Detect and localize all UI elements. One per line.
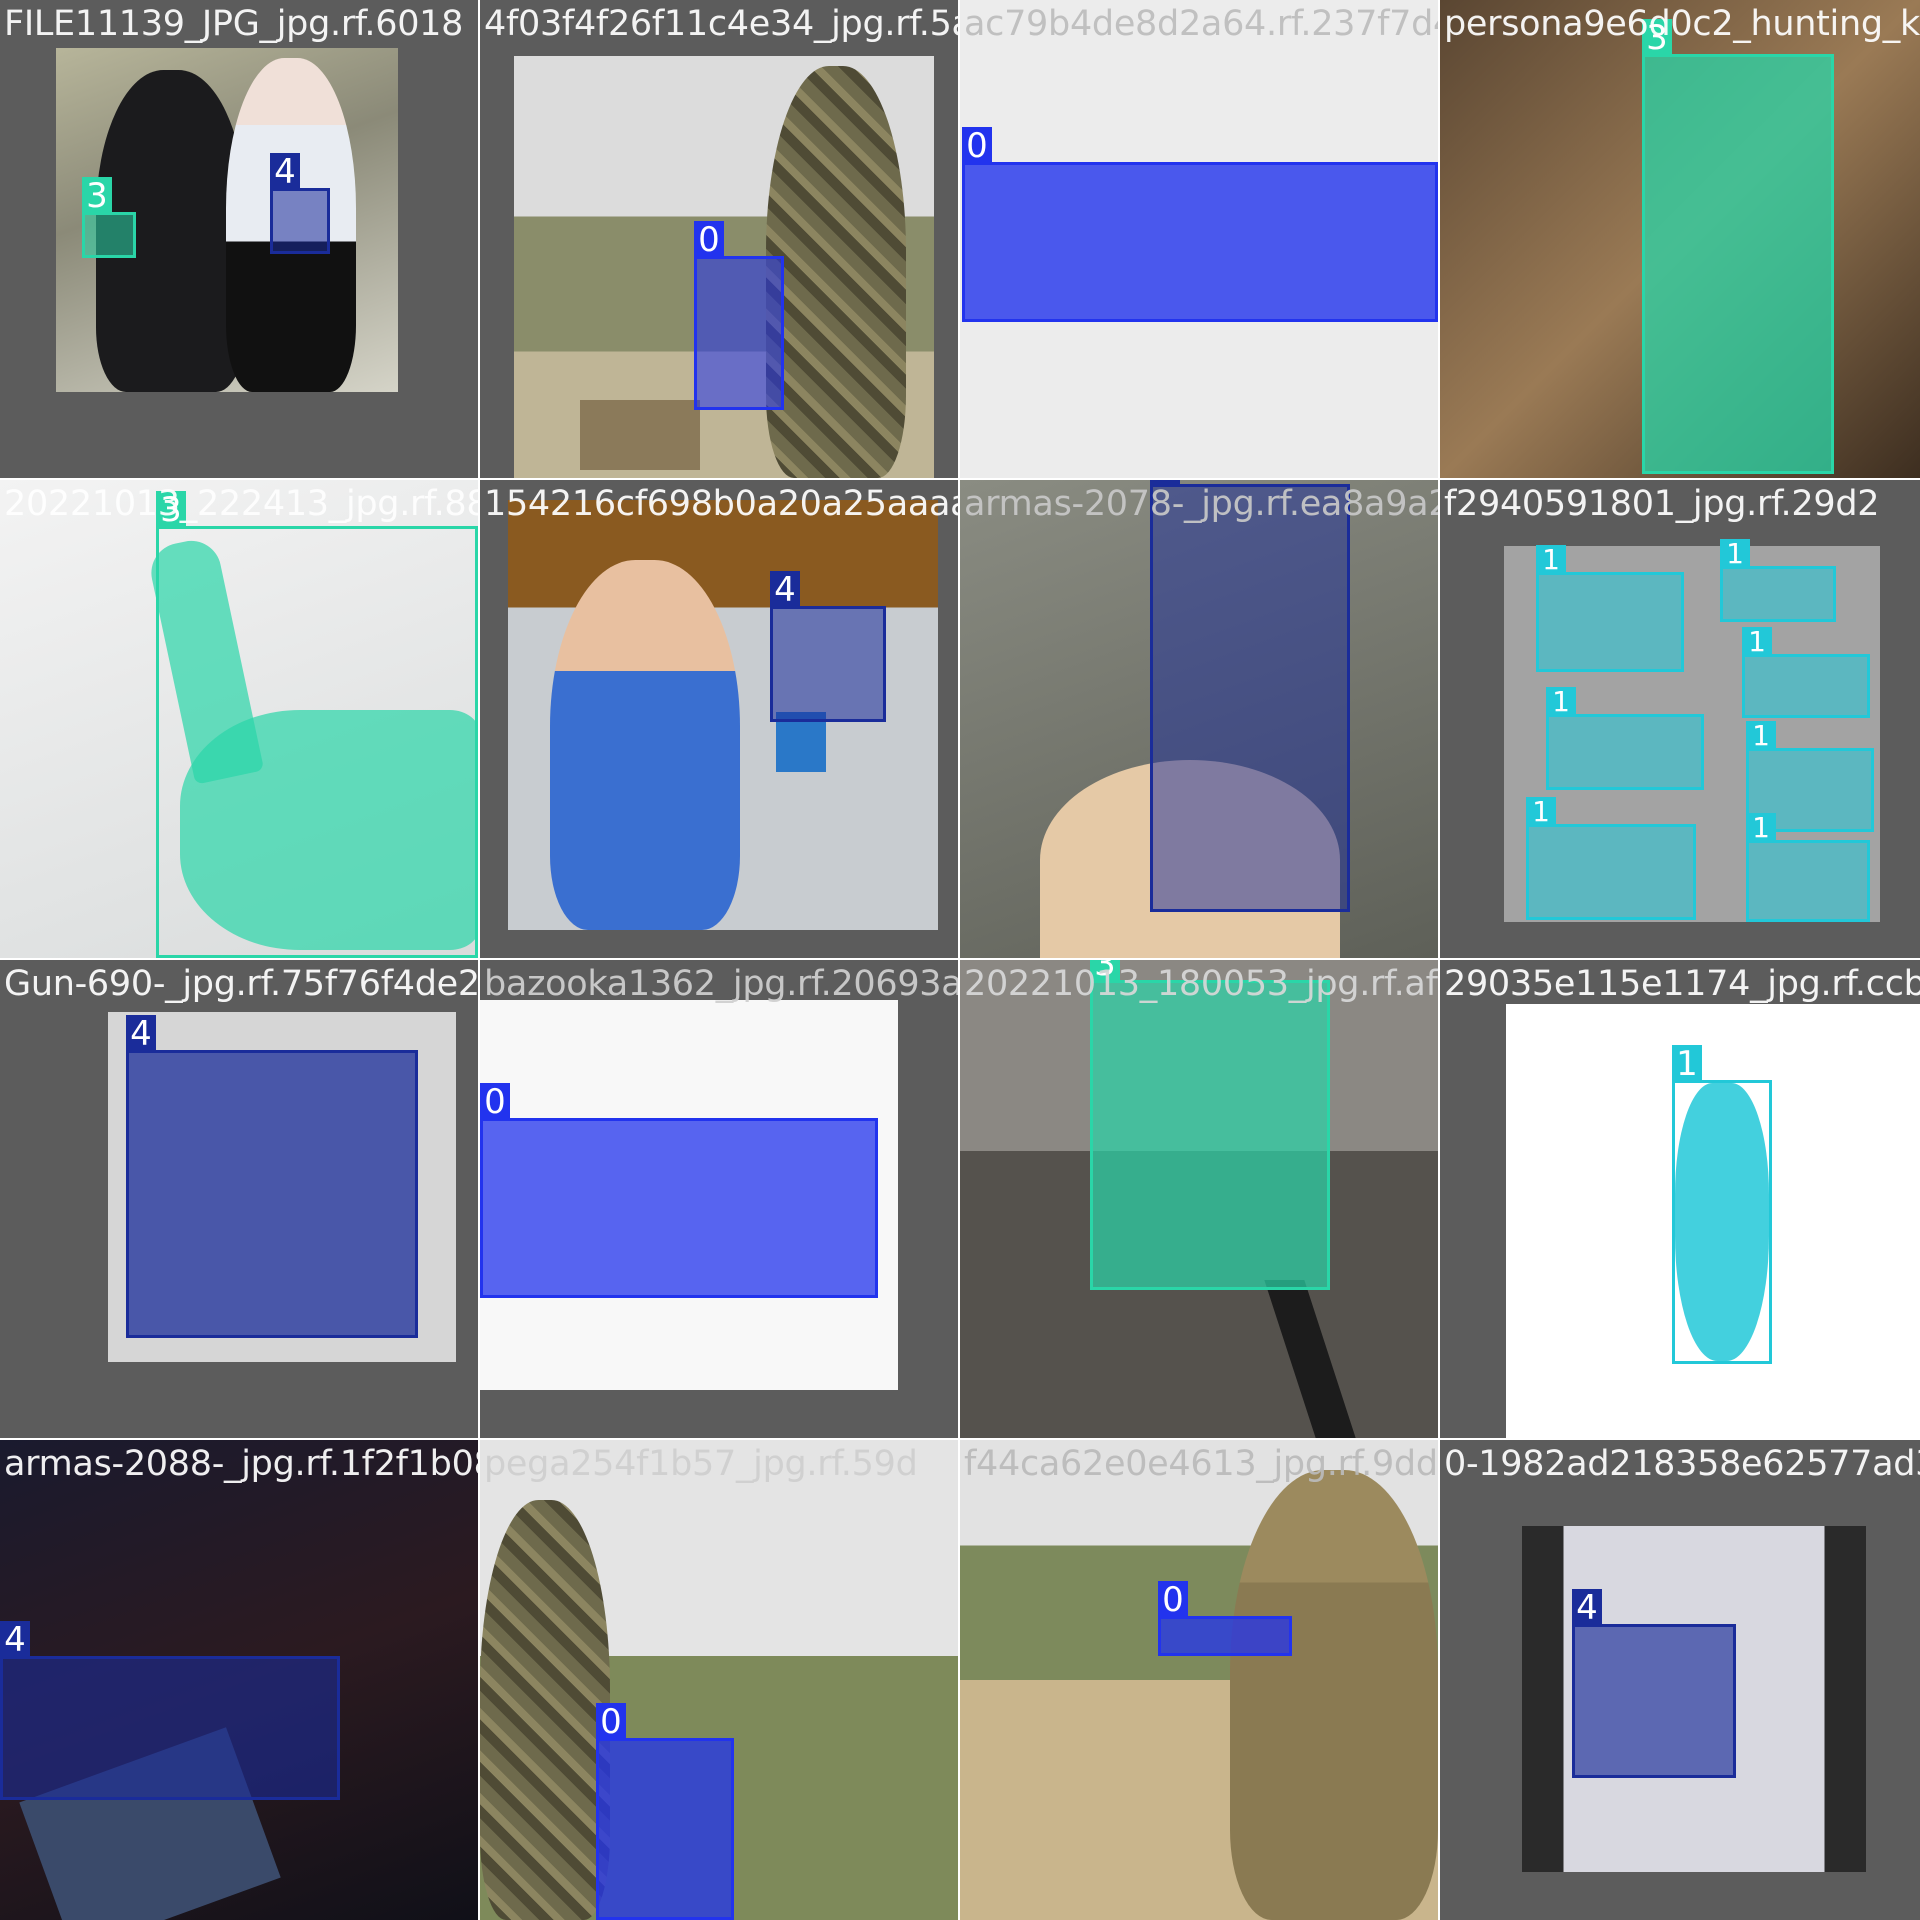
box-label: 0 [480,1083,510,1121]
tile-title: f2940591801_jpg.rf.29d2 [1444,484,1880,524]
tile-13: 4 armas-2088-_jpg.rf.1f2f1b08 [0,1440,478,1920]
box-label: 1 [1742,627,1772,657]
soldier [766,66,906,478]
tile-9: 4 Gun-690-_jpg.rf.75f76f4de24 [0,960,478,1438]
box-label: 3 [82,177,112,215]
bbox-concealed-gun: 4 [1572,1589,1736,1778]
sandbag-bunker [580,400,700,470]
bbox-handgun-closeup: 4 [1150,480,1350,912]
bbox-launcher: 0 [694,221,784,410]
box-label: 1 [1720,539,1750,569]
tile-title: 4f03f4f26f11c4e34_jpg.rf.5a04 [484,4,958,44]
bbox-grenade-4: 1 [1546,687,1704,790]
bbox-knife: 3 [82,177,136,258]
bbox-knife-range: 3 [1090,960,1330,1290]
bbox-handgun-dark: 4 [0,1621,340,1800]
tile-10: 0 bazooka1362_jpg.rf.20693a7 [480,960,958,1438]
tile-3: 0 ac79b4de8d2a64.rf.237f7d4f [960,0,1438,478]
bbox-launcher-2: 0 [596,1703,734,1920]
floor-line [1264,1280,1356,1438]
box-label: 0 [596,1703,626,1741]
tile-16: 4 0-1982ad218358e62577ad37 [1440,1440,1920,1920]
tile-title: armas-2088-_jpg.rf.1f2f1b08 [4,1444,478,1484]
box-label: 4 [270,153,300,191]
box-label: 4 [0,1621,30,1659]
tile-title: 0-1982ad218358e62577ad37 [1444,1444,1920,1484]
tile-6: 4 154216cf698b0a20a25aaaaf [480,480,958,958]
bbox-grenade-2: 1 [1720,539,1836,622]
box-label: 1 [1526,797,1556,827]
bbox-pistol: 4 [770,571,886,722]
tile-title: bazooka1362_jpg.rf.20693a7 [484,964,958,1004]
box-label: 0 [962,127,992,165]
tile-title: 29035e115e1174_jpg.rf.ccbd [1444,964,1920,1004]
tile-14: 0 pega254f1b57_jpg.rf.59d [480,1440,958,1920]
bbox-grenade-3: 1 [1742,627,1870,718]
bbox-launcher-3: 0 [1158,1581,1292,1656]
tile-title: pega254f1b57_jpg.rf.59d [484,1444,918,1484]
bbox-hunting-knife: 3 [1642,19,1834,474]
tile-title: FILE11139_JPG_jpg.rf.6018 [4,4,464,44]
box-label: 4 [1150,480,1180,487]
tile-title: 20221013_222413_jpg.rf.88 [4,484,478,524]
tile-title: ac79b4de8d2a64.rf.237f7d4f [964,4,1438,44]
tile-8: 1 1 1 1 1 1 1 f2940591801_jpg.rf.29d2 [1440,480,1920,958]
box-label: 4 [126,1015,156,1053]
bbox-handgun: 4 [270,153,330,254]
box-label: 3 [1090,960,1120,983]
box-label: 1 [1746,813,1776,843]
blue-barrel [776,712,826,772]
tile-7: 4 armas-2078-_jpg.rf.ea8a9a2e [960,480,1438,958]
soldier-left [480,1500,610,1920]
tile-2: 0 4f03f4f26f11c4e34_jpg.rf.5a04 [480,0,958,478]
box-label: 0 [1158,1581,1188,1619]
box-label: 1 [1536,545,1566,575]
woman-shooter [550,560,740,930]
bbox-rocket-launcher: 0 [962,127,1438,322]
tile-12: 1 29035e115e1174_jpg.rf.ccbd [1440,960,1920,1438]
tile-4: 3 persona9e6d0c2_hunting_kni [1440,0,1920,478]
tile-15: 0 f44ca62e0e4613_jpg.rf.9dd [960,1440,1438,1920]
soldier-helmet [1230,1470,1438,1920]
bbox-grenade-7: 1 [1746,813,1870,922]
tile-11: 3 20221013_180053_jpg.rf.afe [960,960,1438,1438]
hand-mask [180,710,478,950]
box-label: 1 [1672,1045,1702,1083]
box-label: 4 [770,571,800,609]
bbox-pistol-studio: 4 [126,1015,418,1338]
box-label: 0 [694,221,724,259]
tile-5: 3 20221013_222413_jpg.rf.88 [0,480,478,958]
tile-1: 3 4 FILE11139_JPG_jpg.rf.6018 [0,0,478,478]
bbox-grenade-white: 1 [1672,1045,1772,1364]
box-label: 1 [1546,687,1576,717]
tile-title: persona9e6d0c2_hunting_kni [1444,4,1920,44]
box-label: 3 [1642,19,1672,57]
box-label: 4 [1572,1589,1602,1627]
bbox-grenade-6: 1 [1526,797,1696,920]
bbox-bazooka: 0 [480,1083,878,1298]
box-label: 1 [1746,721,1776,751]
bbox-grenade-1: 1 [1536,545,1684,672]
box-label: 3 [156,491,186,529]
tile-title: Gun-690-_jpg.rf.75f76f4de24 [4,964,478,1004]
